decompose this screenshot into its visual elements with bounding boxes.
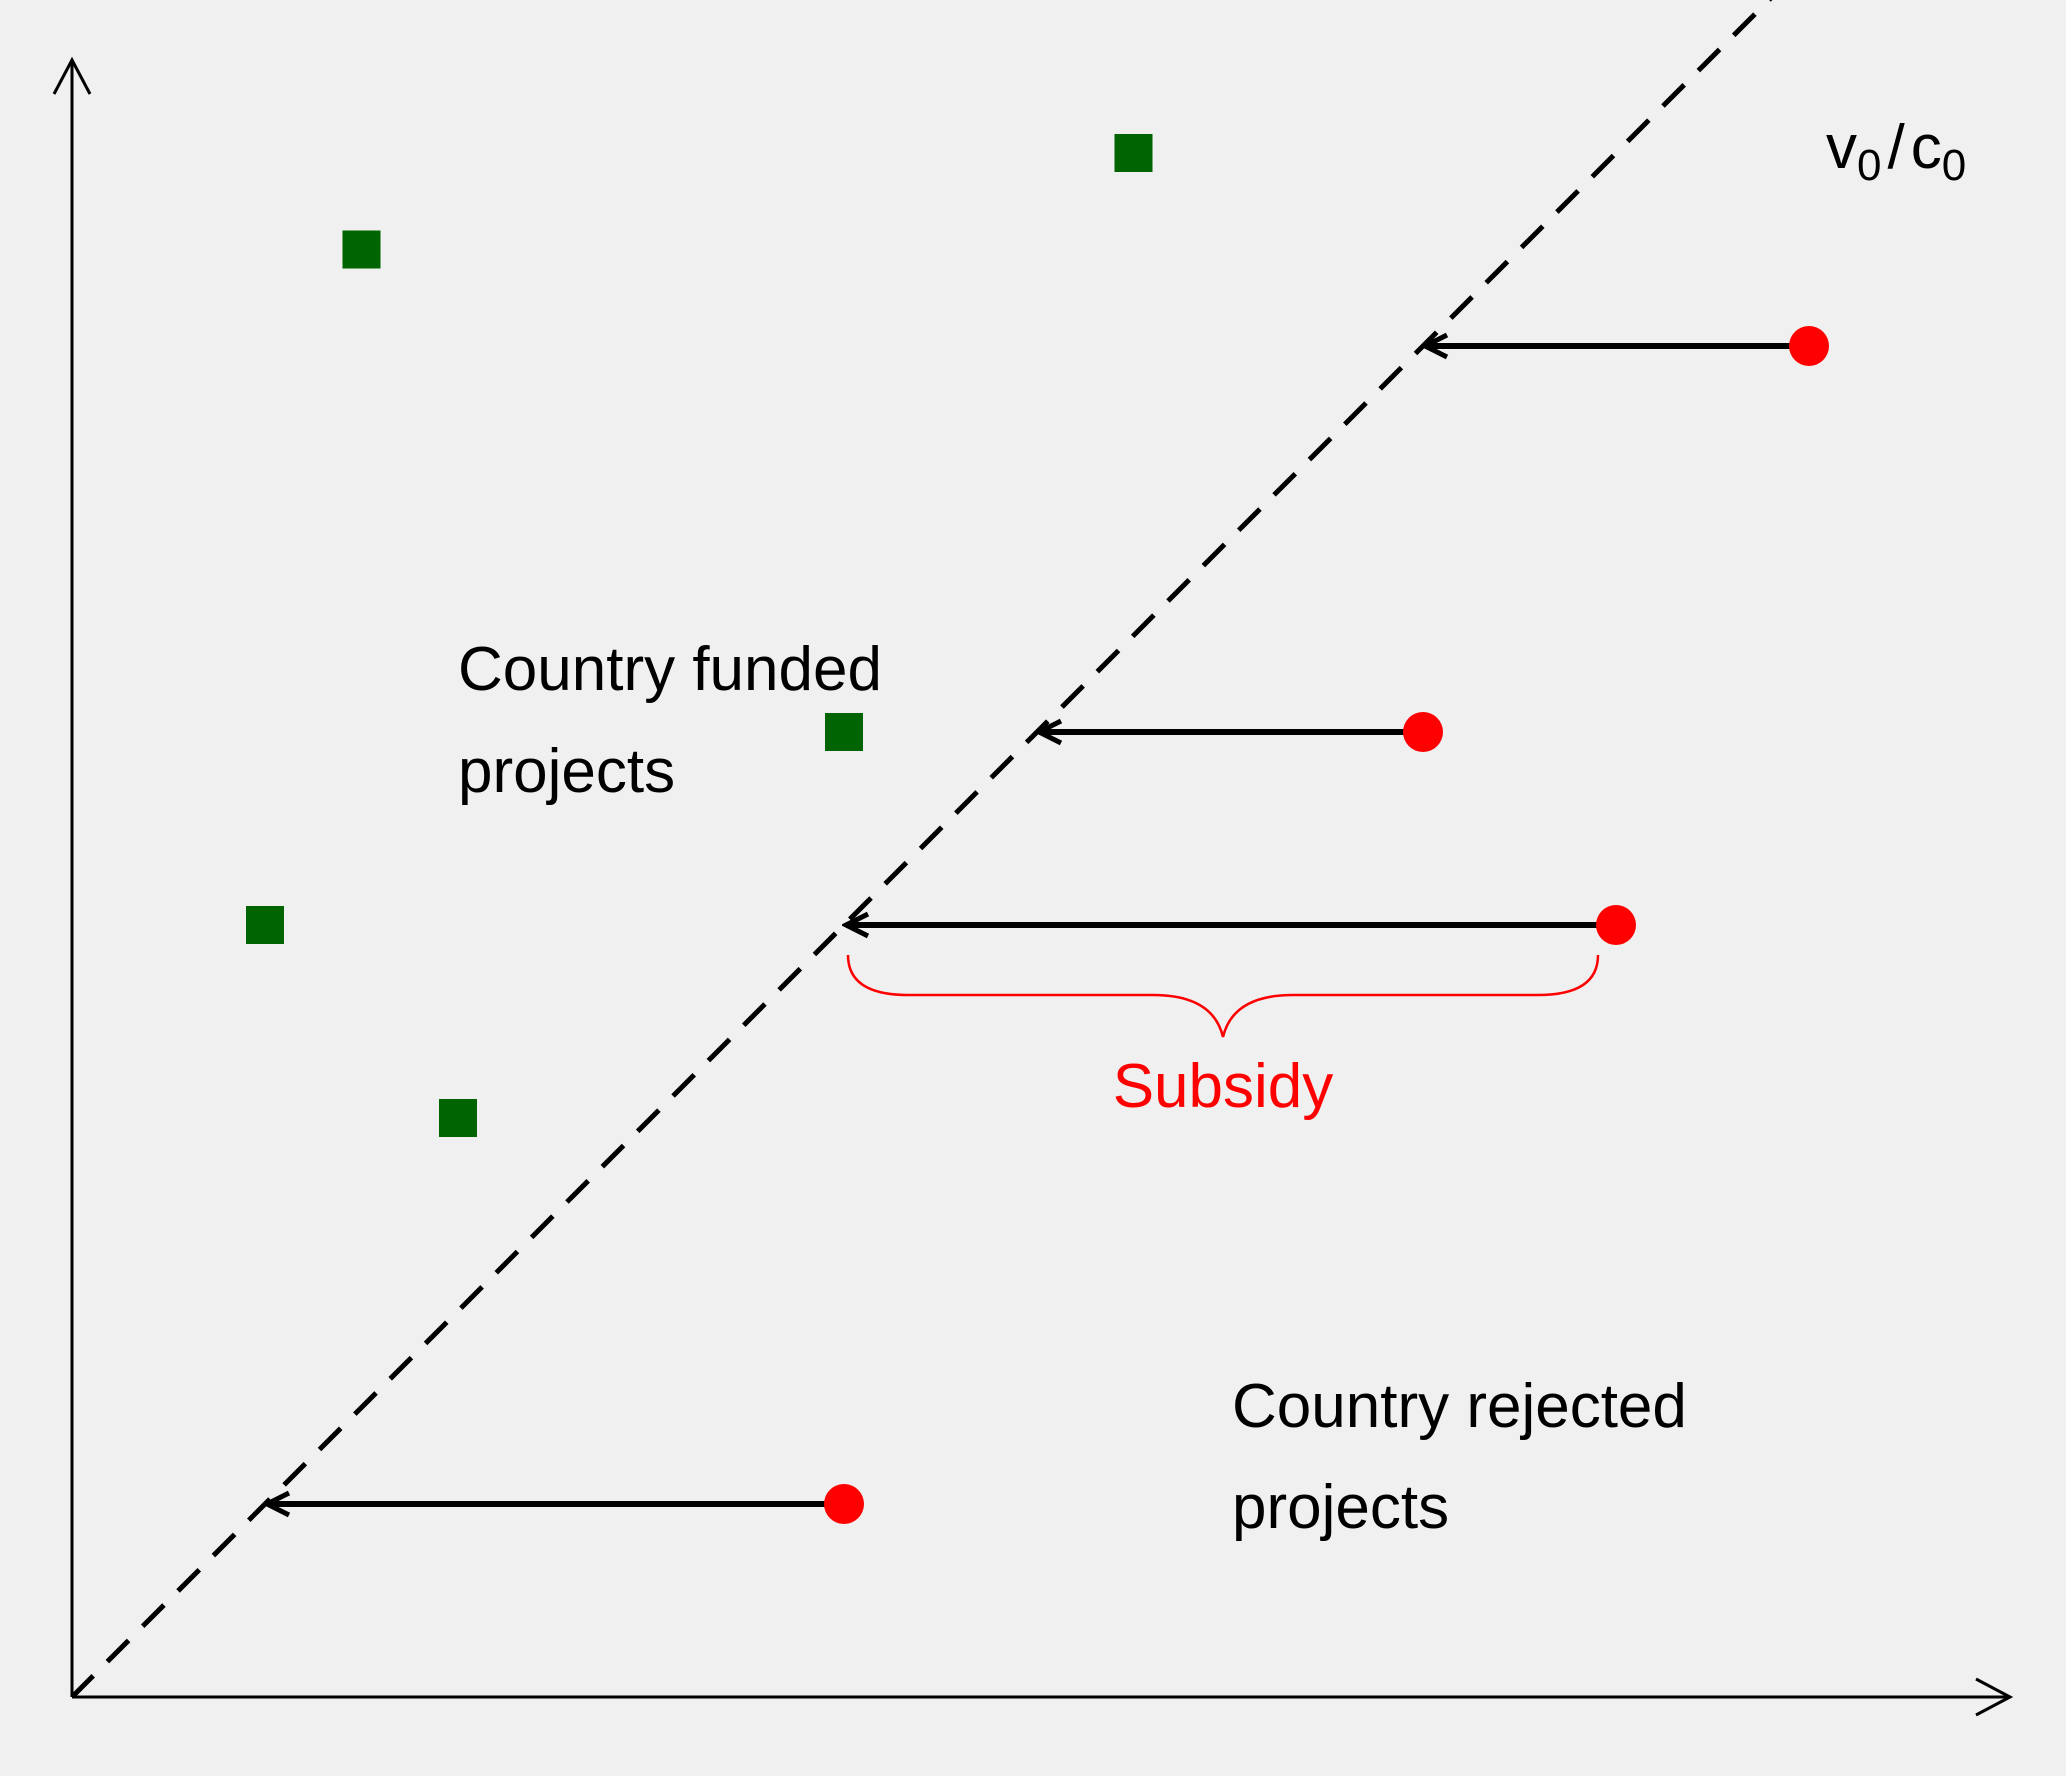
rejected-project-marker xyxy=(824,1484,864,1524)
diagonal-label: v0/c0 xyxy=(1826,113,1966,190)
subsidy-arrows xyxy=(267,346,1809,1504)
funded-project-marker xyxy=(825,713,863,751)
diagonal-label-c: c xyxy=(1911,113,1942,182)
subsidy-brace xyxy=(846,954,1600,1038)
funded-projects xyxy=(246,134,1153,1137)
rejected-project-marker xyxy=(1789,326,1829,366)
funded-project-marker xyxy=(246,906,284,944)
diagonal-label-v: v xyxy=(1826,113,1857,182)
diagonal-dashed-line xyxy=(70,0,1773,1699)
subsidy-label: Subsidy xyxy=(1113,1052,1334,1121)
funded-project-marker xyxy=(1114,134,1153,172)
funded-project-marker xyxy=(342,230,381,269)
rejected-region-label-line2: projects xyxy=(1232,1473,1449,1542)
rejected-project-marker xyxy=(1403,712,1443,752)
diagonal-label-v-subscript: 0 xyxy=(1857,141,1881,190)
rejected-projects xyxy=(824,326,1829,1524)
rejected-project-marker xyxy=(1596,905,1636,945)
funded-project-marker xyxy=(439,1099,477,1137)
diagonal-label-c-subscript: 0 xyxy=(1942,141,1966,190)
rejected-region-label: Country rejected projects xyxy=(1232,1372,1704,1542)
funded-region-label-line2: projects xyxy=(458,737,675,806)
rejected-region-label-line1: Country rejected xyxy=(1232,1372,1687,1441)
funded-region-label: Country funded projects xyxy=(458,635,899,806)
diagonal-label-slash: / xyxy=(1887,113,1905,182)
funded-region-label-line1: Country funded xyxy=(458,635,882,704)
